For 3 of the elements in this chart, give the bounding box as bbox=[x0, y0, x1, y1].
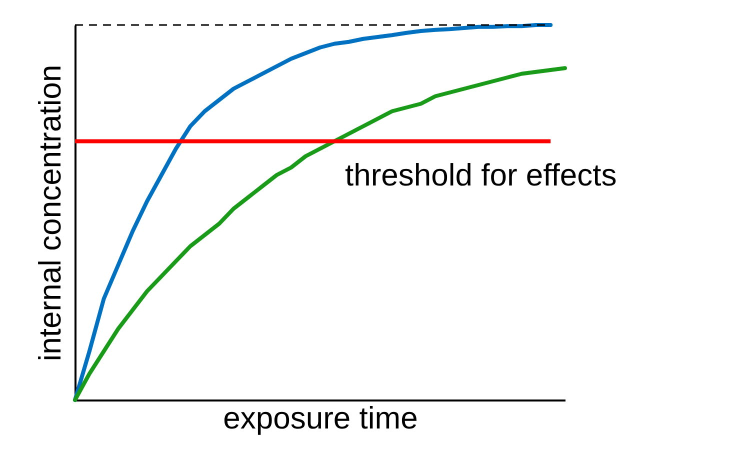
y-axis-title: internal concentration bbox=[32, 64, 68, 362]
ref-line-label: threshold for effects bbox=[345, 157, 617, 192]
x-axis-title: exposure time bbox=[223, 400, 418, 436]
